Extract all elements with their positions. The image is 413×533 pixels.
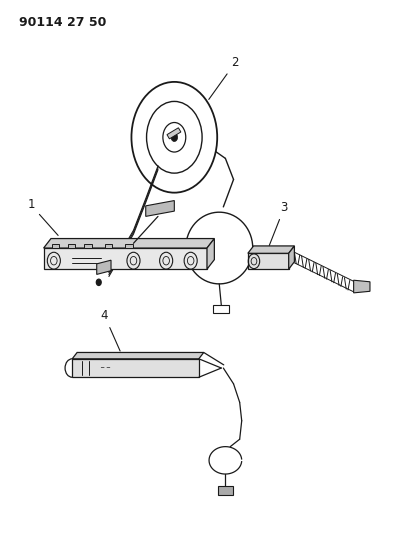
- Polygon shape: [72, 359, 198, 377]
- Text: 90114 27 50: 90114 27 50: [19, 16, 106, 29]
- Polygon shape: [218, 486, 232, 495]
- Polygon shape: [166, 128, 180, 139]
- Text: 1: 1: [27, 198, 58, 236]
- Circle shape: [96, 279, 101, 286]
- Polygon shape: [104, 244, 112, 248]
- Polygon shape: [145, 200, 174, 216]
- Polygon shape: [84, 244, 92, 248]
- Polygon shape: [43, 239, 214, 248]
- Text: 4: 4: [100, 309, 120, 351]
- Polygon shape: [97, 260, 111, 274]
- Circle shape: [171, 133, 177, 141]
- Polygon shape: [213, 305, 229, 313]
- Polygon shape: [72, 352, 203, 359]
- Polygon shape: [247, 246, 294, 253]
- Polygon shape: [125, 244, 132, 248]
- Text: 2: 2: [208, 56, 238, 100]
- Polygon shape: [52, 244, 59, 248]
- Text: ─  ─: ─ ─: [100, 366, 109, 370]
- Polygon shape: [68, 244, 75, 248]
- Polygon shape: [43, 248, 206, 269]
- Polygon shape: [247, 253, 288, 269]
- Polygon shape: [288, 246, 294, 269]
- Text: 3: 3: [268, 201, 287, 246]
- Polygon shape: [206, 239, 214, 269]
- Polygon shape: [353, 280, 369, 293]
